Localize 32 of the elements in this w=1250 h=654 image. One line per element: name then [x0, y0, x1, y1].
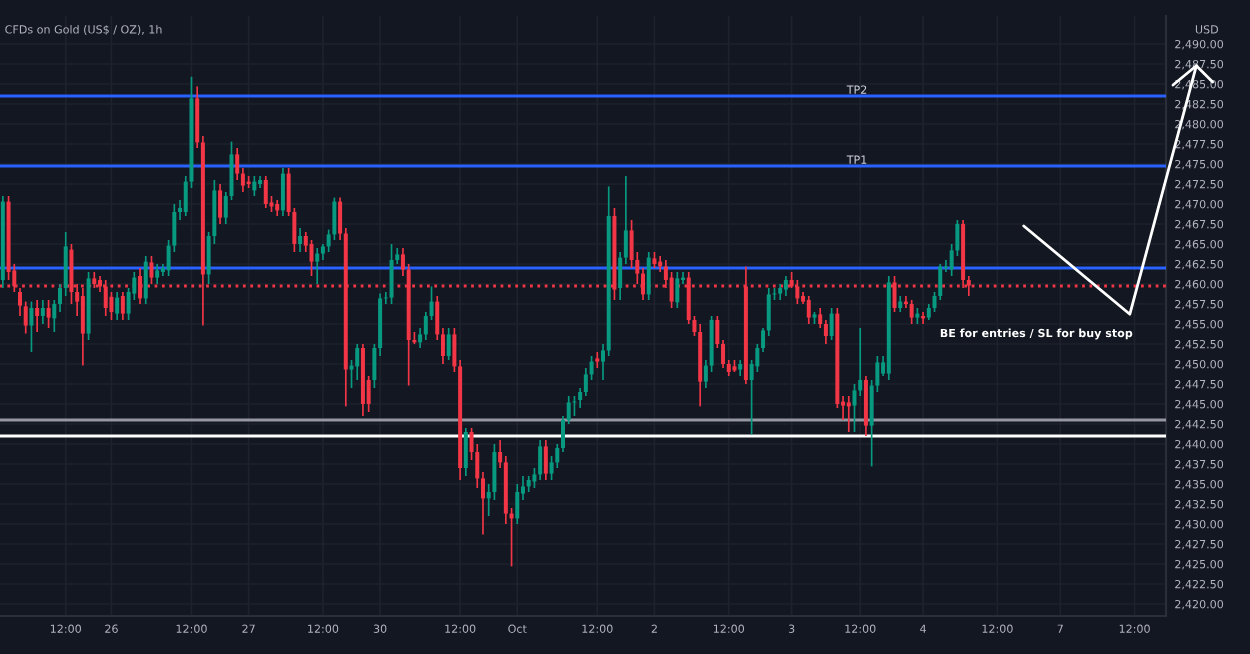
candlestick	[846, 395, 851, 433]
candlestick	[675, 271, 680, 309]
candlestick	[909, 299, 914, 325]
candlestick	[829, 307, 834, 341]
candlestick	[263, 175, 268, 209]
candlestick	[29, 300, 34, 353]
candlestick	[783, 275, 788, 297]
candlestick	[115, 291, 120, 321]
candlestick	[806, 295, 811, 325]
candlestick	[252, 175, 257, 197]
candlestick	[315, 247, 320, 285]
candlestick	[46, 299, 51, 329]
candlestick	[280, 167, 285, 217]
candlestick	[149, 255, 154, 285]
candlestick	[218, 183, 223, 225]
candlestick	[863, 375, 868, 437]
candlestick	[120, 291, 125, 321]
candlestick	[155, 263, 160, 285]
candlestick	[298, 227, 303, 253]
candlestick	[309, 239, 314, 277]
candlestick	[572, 395, 577, 417]
candlestick	[646, 251, 651, 301]
candlestick	[355, 343, 360, 381]
candlestick	[515, 483, 520, 525]
candlestick	[538, 439, 543, 481]
candlestick	[40, 299, 45, 325]
candlestick	[543, 439, 548, 481]
candlestick	[446, 327, 451, 361]
candlestick	[35, 299, 40, 333]
candlestick	[389, 243, 394, 305]
candlestick	[143, 255, 148, 305]
candlestick	[463, 427, 468, 477]
